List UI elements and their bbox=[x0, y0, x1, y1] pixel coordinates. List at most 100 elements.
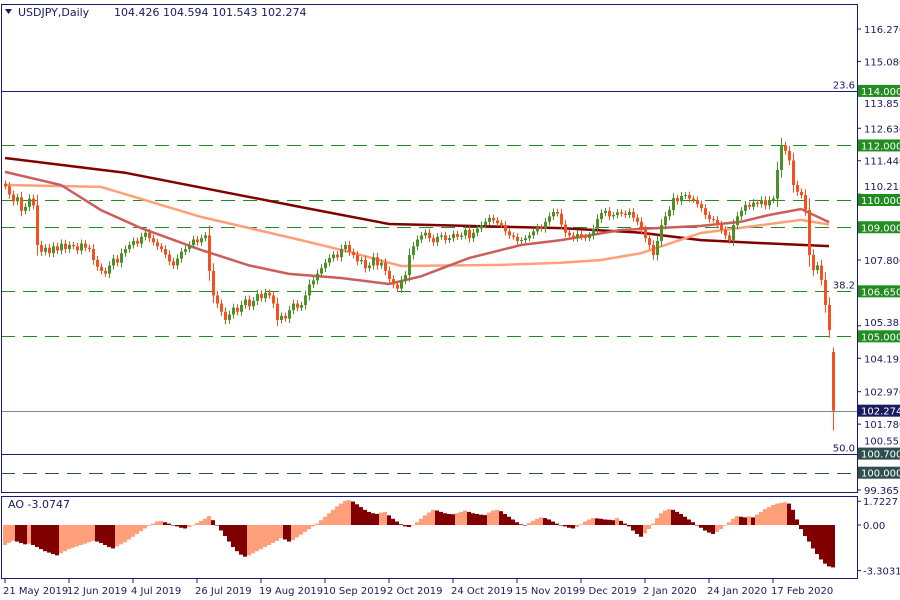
ao-bar bbox=[783, 502, 787, 525]
candle bbox=[68, 241, 71, 253]
candle-body bbox=[352, 251, 355, 256]
candle bbox=[724, 226, 727, 240]
ao-bar bbox=[219, 525, 223, 531]
ao-bar bbox=[599, 518, 603, 525]
candle-body bbox=[532, 231, 535, 236]
ao-bar bbox=[239, 525, 243, 555]
candle-body bbox=[328, 258, 331, 263]
candle bbox=[396, 280, 399, 293]
candle-body bbox=[612, 214, 615, 217]
candle-body bbox=[140, 236, 143, 244]
price-tag-100.700 bbox=[858, 447, 900, 460]
candle-body bbox=[72, 244, 75, 247]
candle-body bbox=[56, 246, 59, 251]
ao-bar bbox=[675, 511, 679, 525]
ao-bar bbox=[351, 501, 355, 525]
candle-body bbox=[504, 225, 507, 232]
ao-bar bbox=[11, 525, 15, 541]
candle bbox=[388, 266, 391, 284]
date-tick-label: 19 Aug 2019 bbox=[259, 586, 323, 597]
ao-bar bbox=[87, 525, 91, 543]
candle bbox=[432, 234, 435, 246]
ao-bar bbox=[611, 520, 615, 525]
candle-body bbox=[792, 160, 795, 185]
candle-body bbox=[772, 198, 775, 200]
candle-body bbox=[696, 199, 699, 205]
ao-bar bbox=[403, 525, 407, 527]
ao-bar bbox=[319, 520, 323, 525]
candle-body bbox=[692, 198, 695, 200]
candle-body bbox=[360, 259, 363, 262]
candle-body bbox=[668, 210, 671, 217]
candle bbox=[256, 289, 259, 305]
ao-bar bbox=[407, 525, 411, 528]
candle-body bbox=[500, 223, 503, 226]
candle bbox=[720, 220, 723, 234]
ao-tick-label: 1.7227 bbox=[863, 497, 898, 508]
ao-bar bbox=[683, 516, 687, 525]
candle bbox=[352, 248, 355, 259]
ao-bar bbox=[451, 514, 455, 525]
candle bbox=[608, 207, 611, 221]
candle bbox=[200, 234, 203, 246]
candle bbox=[164, 245, 167, 259]
price-tag-100.000 bbox=[858, 466, 900, 479]
collapse-triangle-icon[interactable] bbox=[5, 9, 12, 14]
candle bbox=[168, 250, 171, 266]
candle-body bbox=[388, 270, 391, 280]
candle bbox=[556, 208, 559, 217]
candle-body bbox=[260, 294, 263, 299]
ao-bar bbox=[279, 525, 283, 539]
candle-body bbox=[652, 244, 655, 256]
candle bbox=[776, 161, 779, 208]
candle bbox=[60, 239, 63, 255]
ao-bar bbox=[479, 514, 483, 525]
ao-panel[interactable] bbox=[3, 500, 835, 568]
candle bbox=[360, 256, 363, 265]
price-tag-label: 102.274 bbox=[861, 407, 900, 418]
candle-body bbox=[376, 257, 379, 266]
ao-bar bbox=[831, 525, 835, 568]
date-tick-label: 26 Jul 2019 bbox=[195, 586, 252, 597]
candle bbox=[148, 228, 151, 242]
candle bbox=[208, 225, 211, 281]
price-panel[interactable]: 23.6 38.2 50.0 bbox=[1, 81, 857, 474]
price-tag-label: 100.700 bbox=[861, 450, 900, 461]
ao-bar bbox=[619, 520, 623, 525]
ao-bar bbox=[199, 520, 203, 525]
ao-bar bbox=[307, 525, 311, 530]
price-tick-label: 102.970 bbox=[864, 388, 900, 399]
candle-body bbox=[348, 244, 351, 252]
candle-body bbox=[588, 235, 591, 239]
candle-body bbox=[204, 235, 207, 239]
ao-bar bbox=[39, 525, 43, 550]
ao-bar bbox=[247, 525, 251, 556]
ao-bar bbox=[415, 522, 419, 525]
candle-body bbox=[512, 235, 515, 237]
candle bbox=[568, 229, 571, 239]
candle-body bbox=[272, 295, 275, 304]
candle bbox=[428, 228, 431, 242]
candle bbox=[464, 226, 467, 240]
candle bbox=[708, 211, 711, 223]
candle bbox=[512, 232, 515, 240]
ao-bar bbox=[323, 516, 327, 525]
ao-bar bbox=[343, 500, 347, 525]
ao-bar bbox=[435, 510, 439, 525]
price-tick-label: 115.080 bbox=[864, 57, 900, 68]
candle bbox=[520, 237, 523, 244]
price-tick-label: 112.630 bbox=[864, 124, 900, 135]
candle bbox=[800, 188, 803, 199]
ao-bar bbox=[363, 509, 367, 525]
ao-bar bbox=[547, 519, 551, 525]
candle-body bbox=[192, 239, 195, 245]
ao-bar bbox=[639, 525, 643, 537]
ao-bar bbox=[7, 525, 11, 543]
candle bbox=[124, 245, 127, 257]
candle-body bbox=[44, 247, 47, 252]
candle-body bbox=[672, 198, 675, 211]
ao-bar bbox=[571, 525, 575, 529]
candle bbox=[44, 244, 47, 256]
